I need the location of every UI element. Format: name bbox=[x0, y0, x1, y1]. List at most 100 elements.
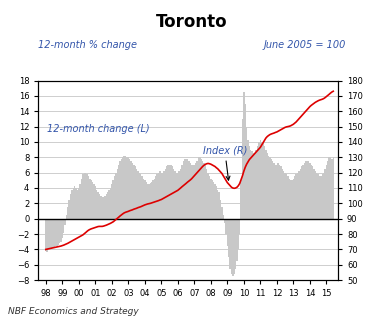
Bar bbox=[82, 174, 84, 219]
Bar bbox=[144, 180, 146, 219]
Bar bbox=[281, 169, 283, 219]
Bar bbox=[194, 165, 195, 219]
Bar bbox=[165, 169, 166, 219]
Bar bbox=[113, 180, 114, 219]
Bar bbox=[91, 180, 92, 219]
Bar bbox=[212, 180, 213, 219]
Bar bbox=[206, 169, 207, 219]
Text: 12-month change (L): 12-month change (L) bbox=[47, 124, 150, 134]
Bar bbox=[213, 182, 214, 219]
Bar bbox=[159, 171, 161, 219]
Bar bbox=[174, 171, 176, 219]
Bar bbox=[323, 173, 324, 219]
Bar bbox=[60, 219, 62, 242]
Bar bbox=[79, 184, 81, 219]
Bar bbox=[290, 180, 291, 219]
Bar bbox=[111, 184, 113, 219]
Bar bbox=[56, 219, 58, 246]
Bar bbox=[311, 165, 312, 219]
Bar bbox=[143, 179, 144, 219]
Bar bbox=[288, 179, 290, 219]
Bar bbox=[227, 219, 228, 246]
Bar bbox=[269, 157, 271, 219]
Bar bbox=[184, 159, 185, 219]
Bar bbox=[172, 166, 173, 219]
Bar bbox=[276, 165, 278, 219]
Bar bbox=[141, 176, 143, 219]
Bar bbox=[301, 166, 302, 219]
Bar bbox=[218, 192, 220, 219]
Bar bbox=[191, 165, 192, 219]
Bar bbox=[286, 174, 287, 219]
Bar bbox=[189, 164, 191, 219]
Bar bbox=[302, 165, 304, 219]
Bar bbox=[155, 176, 157, 219]
Bar bbox=[272, 161, 273, 219]
Bar bbox=[152, 180, 154, 219]
Bar bbox=[305, 161, 306, 219]
Bar bbox=[89, 179, 91, 219]
Bar bbox=[118, 165, 119, 219]
Bar bbox=[179, 171, 180, 219]
Bar bbox=[49, 219, 51, 250]
Bar bbox=[139, 173, 140, 219]
Bar bbox=[294, 176, 295, 219]
Text: Toronto: Toronto bbox=[156, 13, 228, 31]
Bar bbox=[180, 169, 181, 219]
Bar bbox=[77, 190, 78, 219]
Bar bbox=[98, 192, 99, 219]
Bar bbox=[275, 165, 276, 219]
Bar bbox=[250, 150, 252, 219]
Bar bbox=[304, 164, 305, 219]
Bar bbox=[74, 186, 75, 219]
Text: June 2005 = 100: June 2005 = 100 bbox=[263, 40, 346, 50]
Bar bbox=[317, 174, 319, 219]
Bar bbox=[146, 182, 147, 219]
Bar bbox=[312, 166, 313, 219]
Bar bbox=[124, 156, 125, 219]
Bar bbox=[320, 176, 322, 219]
Bar bbox=[231, 219, 232, 274]
Bar bbox=[183, 161, 184, 219]
Bar bbox=[202, 161, 204, 219]
Bar bbox=[63, 219, 65, 232]
Bar bbox=[185, 159, 187, 219]
Bar bbox=[46, 219, 48, 252]
Bar bbox=[117, 169, 118, 219]
Bar bbox=[136, 169, 137, 219]
Bar bbox=[86, 174, 88, 219]
Bar bbox=[258, 142, 260, 219]
Bar bbox=[253, 154, 254, 219]
Bar bbox=[255, 150, 257, 219]
Bar bbox=[293, 179, 294, 219]
Bar bbox=[81, 179, 82, 219]
Bar bbox=[161, 173, 162, 219]
Bar bbox=[114, 176, 115, 219]
Bar bbox=[52, 219, 53, 248]
Bar bbox=[108, 190, 110, 219]
Bar bbox=[285, 173, 286, 219]
Bar bbox=[130, 161, 132, 219]
Bar bbox=[246, 127, 247, 219]
Bar bbox=[228, 219, 230, 257]
Bar bbox=[300, 169, 301, 219]
Bar bbox=[280, 166, 282, 219]
Bar bbox=[210, 179, 212, 219]
Bar bbox=[126, 157, 128, 219]
Bar bbox=[214, 184, 216, 219]
Bar bbox=[316, 173, 318, 219]
Bar bbox=[326, 165, 327, 219]
Bar bbox=[59, 219, 60, 243]
Bar bbox=[273, 164, 275, 219]
Bar bbox=[331, 159, 333, 219]
Bar bbox=[53, 219, 55, 247]
Bar bbox=[222, 215, 224, 219]
Bar bbox=[78, 188, 79, 219]
Bar bbox=[70, 194, 71, 219]
Bar bbox=[129, 159, 131, 219]
Bar bbox=[45, 219, 46, 251]
Bar bbox=[198, 157, 199, 219]
Bar bbox=[84, 173, 85, 219]
Bar bbox=[147, 184, 148, 219]
Bar bbox=[215, 186, 217, 219]
